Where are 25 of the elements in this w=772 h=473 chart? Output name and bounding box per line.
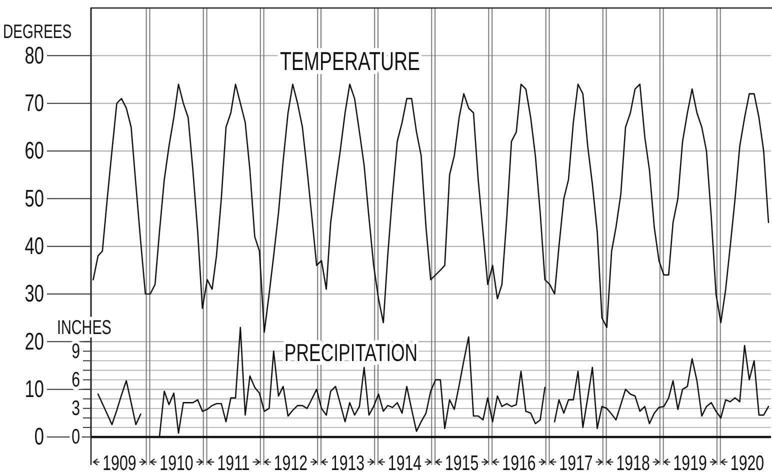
x-tick-label: 1910 (160, 452, 206, 473)
y-tick-label: 70 (24, 90, 52, 118)
y-tick-label: 30 (24, 280, 52, 308)
y-tick-label: 80 (24, 42, 52, 70)
y-tick-label: 20 (24, 328, 52, 356)
x-tick-label: 1915 (444, 452, 492, 473)
x-tick-label: 1919 (673, 452, 720, 473)
y-tick-label: 0 (34, 424, 48, 451)
y-tick-label: 60 (24, 138, 52, 165)
x-tick-label: 1916 (502, 452, 549, 473)
x-tick-label: 1918 (616, 452, 663, 473)
y-tick-label: 10 (24, 376, 52, 404)
y-tick-label: 40 (24, 233, 52, 260)
y-tick-label: 50 (24, 185, 52, 212)
x-tick-label: 1920 (730, 452, 772, 473)
x-tick-label: 1912 (274, 452, 321, 473)
x-tick-label: 1914 (388, 452, 435, 473)
x-tick-label: 1913 (330, 452, 378, 473)
x-tick-label: 1909 (102, 452, 150, 473)
y-axis-title: DEGREES (3, 21, 98, 43)
y2-tick-label: 3 (72, 397, 84, 420)
x-tick-label: 1911 (217, 452, 262, 473)
y2-tick-label: 6 (72, 368, 84, 392)
x-tick-label: 1917 (559, 452, 606, 473)
y2-tick-label: 9 (72, 340, 84, 363)
